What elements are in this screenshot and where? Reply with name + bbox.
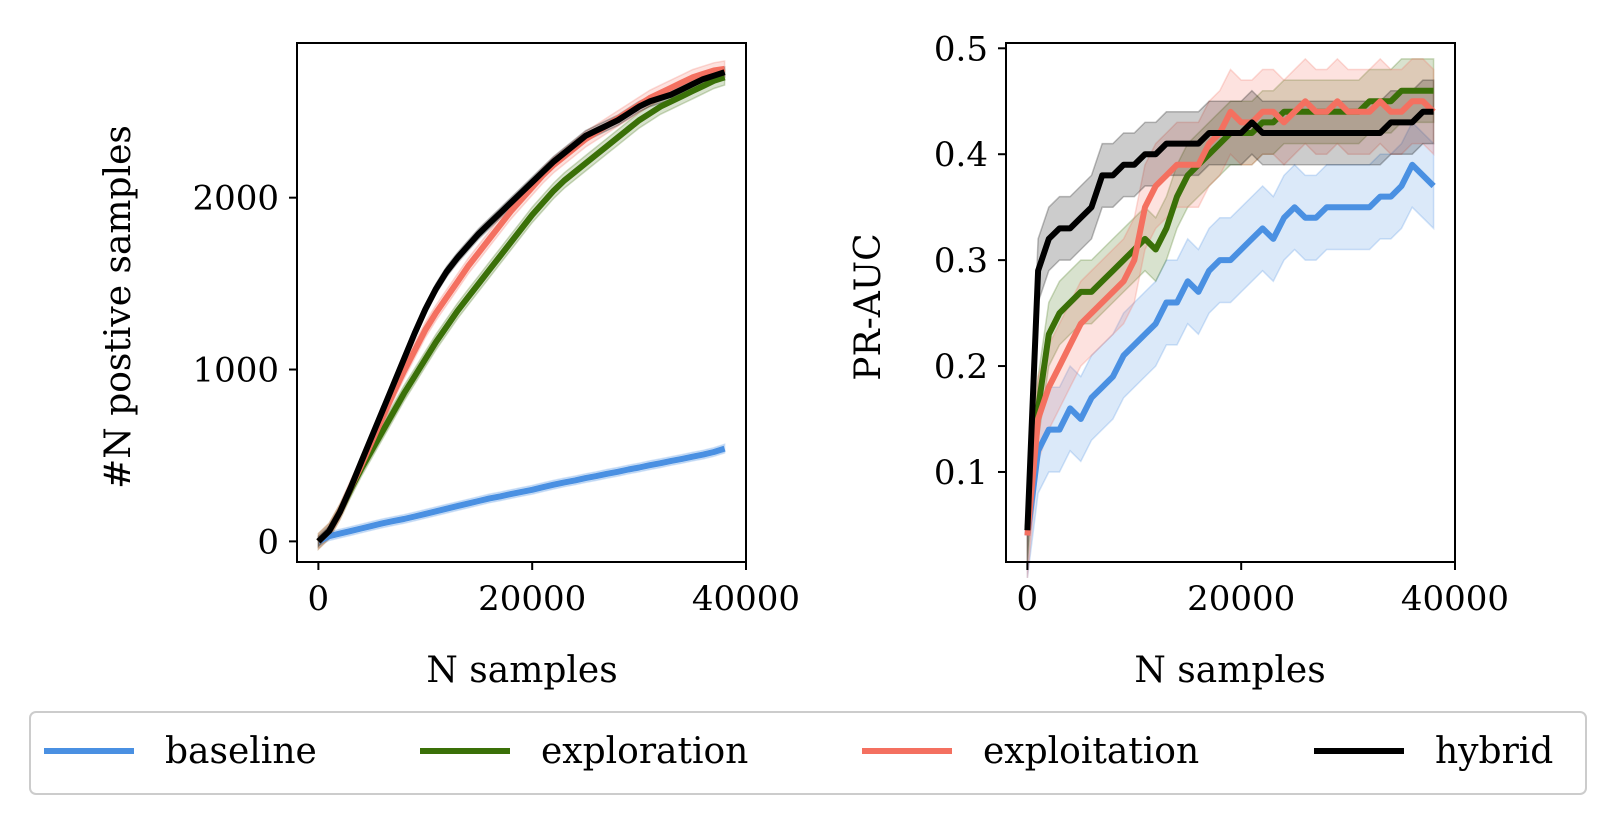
left-line-hybrid (316, 69, 726, 544)
right-x-tick-label: 40000 (1401, 579, 1509, 619)
right-y-tick-label: 0.2 (934, 347, 988, 387)
right-x-tick-label: 20000 (1187, 579, 1295, 619)
legend: baseline exploration exploitation hybrid (29, 711, 1587, 795)
right-y-tick-label: 0.3 (934, 241, 988, 281)
left-x-tick-label: 20000 (478, 579, 586, 619)
left-y-tick-label: 1000 (192, 351, 279, 391)
right-y-tick-label: 0.4 (934, 135, 988, 175)
right-line-exploitation (1024, 98, 1436, 536)
legend-frame (29, 711, 1587, 795)
left-y-tick-label: 2000 (192, 179, 279, 219)
left-band-exploitation (317, 60, 726, 551)
x-axis-label-right: N samples (1134, 650, 1325, 691)
legend-label-baseline: baseline (165, 731, 317, 772)
chart-pr-auc: PR-AUC N samples 0 20000 40000 0.1 0.2 0.3 0.4… (848, 29, 1509, 691)
right-x-tick-label: 0 (1017, 579, 1039, 619)
y-axis-label-positive-samples: #N postive samples (98, 125, 139, 489)
left-line-exploration (316, 74, 726, 544)
chart-positive-samples: #N postive samples N samples 0 20000 40000… (98, 42, 800, 691)
legend-label-exploitation: exploitation (983, 731, 1199, 772)
left-plot-frame (296, 42, 747, 563)
right-line-hybrid (1024, 108, 1434, 531)
left-band-hybrid (317, 66, 726, 549)
left-line-exploitation (316, 65, 726, 544)
right-y-tick-label: 0.5 (934, 29, 988, 69)
left-band-exploration (317, 68, 726, 551)
y-axis-label-pr-auc: PR-AUC (848, 233, 889, 380)
left-line-baseline (317, 445, 726, 545)
right-band-baseline (1026, 121, 1435, 578)
left-x-tick-label: 0 (308, 579, 330, 619)
left-x-tick-label: 40000 (692, 579, 800, 619)
right-y-tick-label: 0.1 (934, 453, 988, 493)
legend-label-hybrid: hybrid (1435, 731, 1553, 772)
x-axis-label-left: N samples (426, 650, 617, 691)
right-line-baseline (1024, 161, 1436, 536)
right-plot-frame (1005, 42, 1456, 563)
legend-label-exploration: exploration (541, 731, 748, 772)
left-y-tick-label: 0 (257, 522, 279, 562)
